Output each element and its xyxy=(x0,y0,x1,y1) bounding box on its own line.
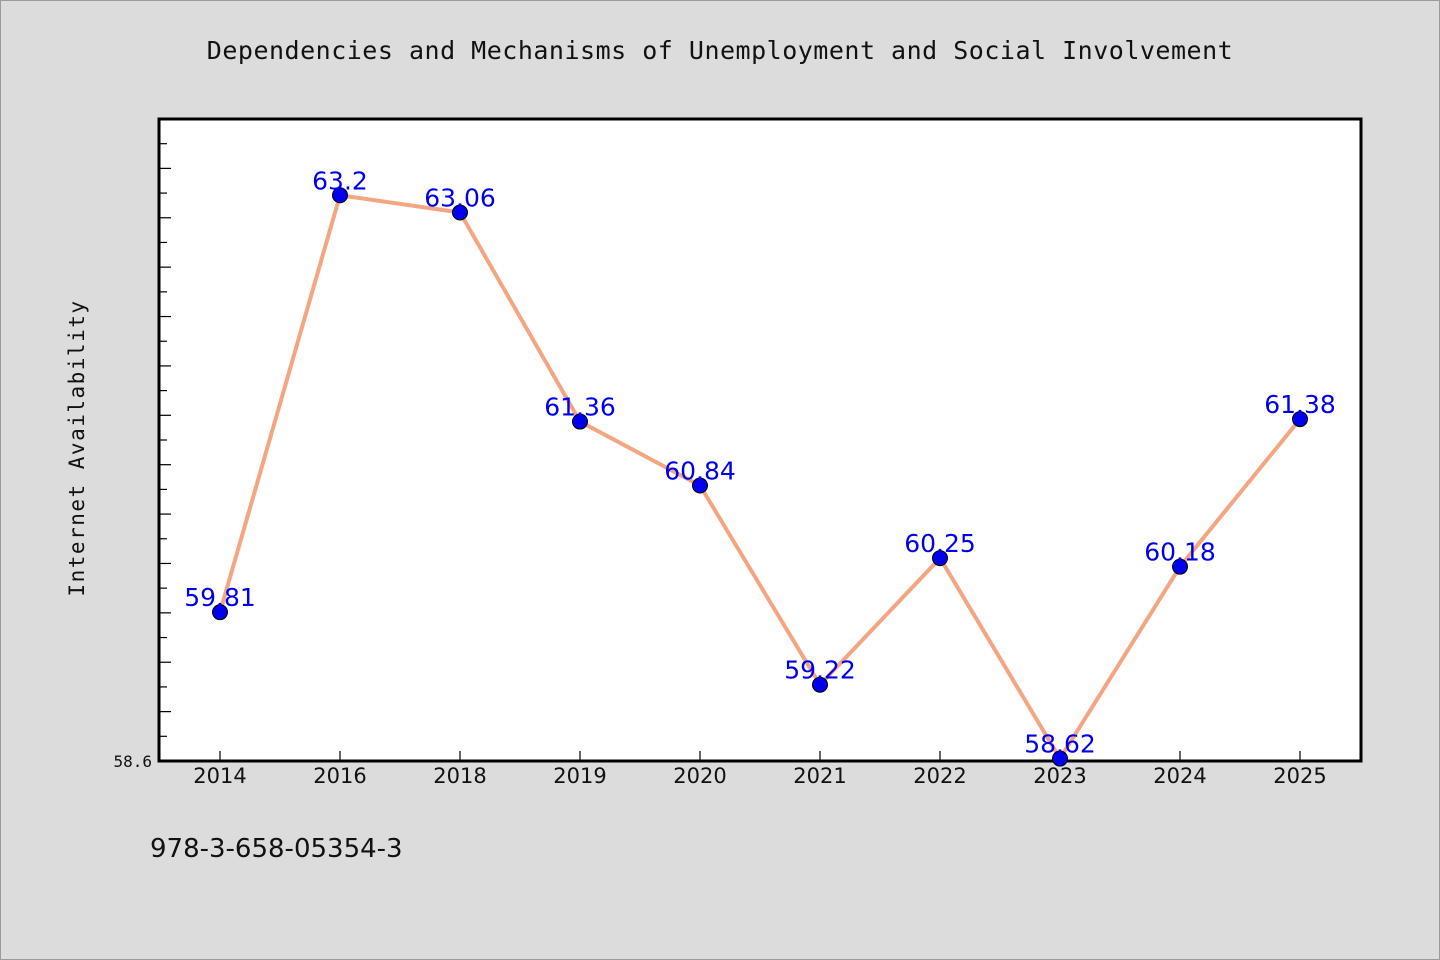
data-point xyxy=(452,204,468,221)
data-label: 63.2 xyxy=(312,166,368,195)
footer-code: 978-3-658-05354-3 xyxy=(150,834,403,864)
x-tick-label: 2024 xyxy=(1153,764,1206,788)
data-label: 60.25 xyxy=(904,529,976,558)
x-ticks: 2014 2016 2018 2019 2020 2021 2022 2023 2024 2025 xyxy=(193,751,1327,788)
x-tick-label: 2018 xyxy=(433,764,486,788)
plot-area xyxy=(157,117,1363,763)
x-tick-label: 2021 xyxy=(793,764,846,788)
data-labels: 59.81 63.2 63.06 61.36 60.84 59.22 60.25 58.62 6… xyxy=(184,166,1336,758)
x-tick-label: 2014 xyxy=(193,764,246,788)
chart-title: Dependencies and Mechanisms of Unemploym… xyxy=(206,36,1234,65)
data-point xyxy=(932,550,948,567)
x-tick-label: 2025 xyxy=(1273,764,1326,788)
data-label: 59.22 xyxy=(784,656,856,685)
x-tick-label: 2020 xyxy=(673,764,726,788)
x-tick-label: 2016 xyxy=(313,764,366,788)
y-tick-label: 58.6 xyxy=(113,752,152,771)
data-point xyxy=(332,187,348,204)
series-layer xyxy=(212,187,1308,767)
data-point xyxy=(212,604,228,621)
x-tick-label: 2022 xyxy=(913,764,966,788)
data-label: 58.62 xyxy=(1024,730,1096,759)
y-ticks: 58.6 xyxy=(113,143,171,771)
x-tick-label: 2023 xyxy=(1033,764,1086,788)
data-label: 61.36 xyxy=(544,393,616,422)
data-label: 59.81 xyxy=(184,583,256,612)
data-point xyxy=(1292,411,1308,428)
data-point xyxy=(812,676,828,693)
x-tick-label: 2019 xyxy=(553,764,606,788)
series-line xyxy=(218,193,1302,761)
data-label: 60.84 xyxy=(664,457,736,486)
data-label: 60.18 xyxy=(1144,538,1216,567)
data-point xyxy=(1052,750,1068,767)
data-point xyxy=(692,477,708,494)
data-label: 63.06 xyxy=(424,183,496,212)
data-label: 61.38 xyxy=(1264,390,1336,419)
data-point xyxy=(1172,558,1188,575)
data-point xyxy=(572,413,588,430)
